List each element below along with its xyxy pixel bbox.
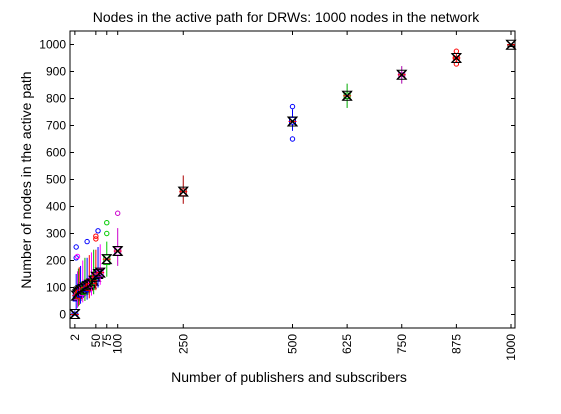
y-tick-label: 100 <box>46 281 66 295</box>
box-plot <box>177 175 189 204</box>
chart-title: Nodes in the active path for DRWs: 1000 … <box>93 9 481 25</box>
y-axis: 0 100 200 300 400 500 600 700 800 900 1000 <box>39 38 515 322</box>
x-tick-label: 100 <box>111 334 125 354</box>
outlier-point <box>93 236 99 242</box>
x-tick-label: 500 <box>286 334 300 354</box>
mean-hourglass <box>396 69 408 80</box>
y-tick-label: 800 <box>46 92 66 106</box>
x-tick-label: 875 <box>449 334 463 354</box>
mean-hourglass <box>286 116 299 127</box>
outlier-point <box>289 103 296 110</box>
mean-hourglass <box>341 90 353 101</box>
outlier-point <box>73 255 79 261</box>
outlier-point <box>73 244 79 250</box>
mean-hourglass <box>69 308 81 319</box>
y-axis-label: Number of nodes in the active path <box>18 71 34 288</box>
x-tick-label: 75 <box>100 334 114 348</box>
y-tick-label: 200 <box>46 254 66 268</box>
y-tick-label: 1000 <box>39 38 66 52</box>
box-series <box>69 39 517 319</box>
outlier-point <box>84 238 90 245</box>
outlier-point <box>93 233 99 239</box>
x-tick-label: 1000 <box>504 334 518 361</box>
outlier-point <box>289 136 296 142</box>
box-plot <box>101 220 113 277</box>
outlier-point <box>104 220 110 226</box>
outlier-point <box>453 61 460 67</box>
x-axis-label: Number of publishers and subscribers <box>171 369 407 385</box>
mean-hourglass <box>177 186 189 197</box>
box-plot <box>450 48 463 67</box>
y-tick-label: 500 <box>46 173 66 187</box>
box-plot <box>505 39 517 50</box>
y-tick-label: 900 <box>46 65 66 79</box>
mean-hourglass <box>450 53 463 63</box>
mean-hourglass <box>505 39 517 50</box>
x-tick-label: 2 <box>68 334 82 341</box>
plot-area <box>69 30 516 329</box>
mean-hourglass <box>111 246 124 257</box>
x-tick-label: 750 <box>395 334 409 354</box>
x-tick-label: 625 <box>340 334 354 354</box>
box-plot <box>286 103 299 142</box>
mean-hourglass <box>94 267 106 278</box>
outlier-point <box>115 210 121 216</box>
box-plot <box>341 83 353 108</box>
box-plot <box>94 244 106 285</box>
y-tick-label: 300 <box>46 227 66 241</box>
outlier-point <box>95 228 101 234</box>
outlier-point <box>104 230 110 237</box>
box-plot <box>111 210 124 266</box>
x-tick-label: 50 <box>89 334 103 348</box>
mean-hourglass <box>101 254 113 265</box>
y-tick-label: 700 <box>46 119 66 133</box>
box-plot <box>69 308 81 319</box>
outlier-point <box>74 253 81 260</box>
x-tick-label: 250 <box>176 334 190 354</box>
y-tick-label: 0 <box>59 308 66 322</box>
y-tick-label: 400 <box>46 200 66 214</box>
box-plot <box>396 66 408 84</box>
y-tick-label: 600 <box>46 146 66 160</box>
